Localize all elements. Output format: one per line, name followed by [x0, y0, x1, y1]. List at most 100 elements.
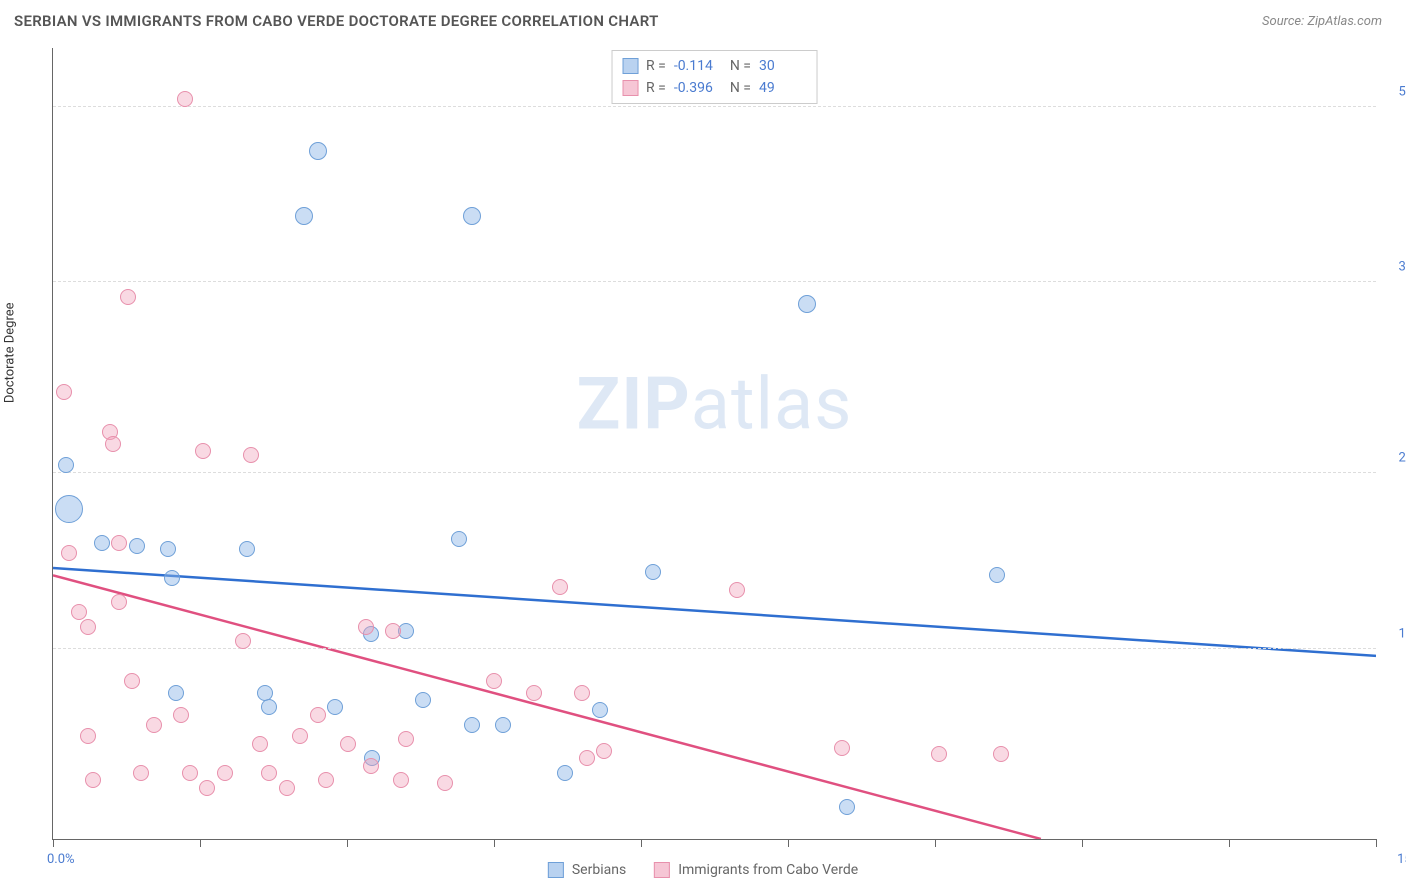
data-point: [729, 582, 745, 598]
data-point: [363, 758, 379, 774]
xtick: [935, 839, 936, 847]
data-point: [415, 692, 431, 708]
data-point: [239, 541, 255, 557]
data-point: [182, 765, 198, 781]
data-point: [61, 545, 77, 561]
data-point: [393, 772, 409, 788]
xtick: [1229, 839, 1230, 847]
correlation-legend: R = -0.114 N = 30 R = -0.396 N = 49: [611, 50, 818, 104]
data-point: [839, 799, 855, 815]
data-point: [358, 619, 374, 635]
legend-item-series1: Serbians: [548, 862, 626, 878]
data-point: [295, 207, 313, 225]
gridline: [53, 106, 1376, 107]
series1-name: Serbians: [572, 862, 626, 878]
chart-source: Source: ZipAtlas.com: [1262, 14, 1382, 29]
chart-title: SERBIAN VS IMMIGRANTS FROM CABO VERDE DO…: [14, 12, 659, 30]
data-point: [160, 541, 176, 557]
data-point: [261, 699, 277, 715]
data-point: [56, 384, 72, 400]
data-point: [55, 495, 83, 523]
data-point: [557, 765, 573, 781]
swatch-icon: [548, 862, 564, 878]
xtick-label-max: 15.0%: [1397, 852, 1406, 867]
watermark-rest: atlas: [691, 361, 853, 446]
gridline: [53, 648, 1376, 649]
r-value-2: -0.396: [674, 77, 722, 99]
data-point: [798, 295, 816, 313]
source-label: Source:: [1262, 14, 1307, 29]
data-point: [199, 780, 215, 796]
data-point: [645, 564, 661, 580]
xtick: [53, 839, 54, 847]
data-point: [310, 707, 326, 723]
swatch-icon: [654, 862, 670, 878]
series2-name: Immigrants from Cabo Verde: [678, 862, 858, 878]
ytick-label: 5.0%: [1398, 84, 1406, 99]
data-point: [120, 289, 136, 305]
legend-row-series1: R = -0.114 N = 30: [622, 55, 807, 77]
chart-plot-area: ZIPatlas R = -0.114 N = 30 R = -0.396 N …: [52, 48, 1376, 840]
xtick: [494, 839, 495, 847]
data-point: [592, 702, 608, 718]
data-point: [105, 436, 121, 452]
r-label-2: R =: [646, 77, 666, 99]
ytick-label: 2.5%: [1398, 450, 1406, 465]
data-point: [437, 775, 453, 791]
data-point: [579, 750, 595, 766]
ytick-label: 3.8%: [1398, 260, 1406, 275]
data-point: [834, 740, 850, 756]
y-axis-label: Doctorate Degree: [3, 302, 18, 403]
data-point: [318, 772, 334, 788]
data-point: [486, 673, 502, 689]
swatch-series2: [622, 80, 638, 96]
xtick: [200, 839, 201, 847]
data-point: [464, 717, 480, 733]
n-label-2: N =: [730, 77, 751, 99]
gridline: [53, 281, 1376, 282]
data-point: [252, 736, 268, 752]
data-point: [217, 765, 233, 781]
r-label-1: R =: [646, 55, 666, 77]
data-point: [173, 707, 189, 723]
xtick: [1082, 839, 1083, 847]
series-legend: Serbians Immigrants from Cabo Verde: [548, 862, 858, 878]
xtick: [1376, 839, 1377, 847]
data-point: [168, 685, 184, 701]
n-value-1: 30: [759, 55, 807, 77]
xtick: [788, 839, 789, 847]
data-point: [495, 717, 511, 733]
source-value: ZipAtlas.com: [1307, 14, 1382, 29]
gridline: [53, 472, 1376, 473]
data-point: [398, 731, 414, 747]
xtick: [347, 839, 348, 847]
r-value-1: -0.114: [674, 55, 722, 77]
data-point: [552, 579, 568, 595]
data-point: [292, 728, 308, 744]
data-point: [146, 717, 162, 733]
data-point: [71, 604, 87, 620]
legend-item-series2: Immigrants from Cabo Verde: [654, 862, 858, 878]
data-point: [164, 570, 180, 586]
data-point: [526, 685, 542, 701]
data-point: [58, 457, 74, 473]
data-point: [574, 685, 590, 701]
data-point: [80, 728, 96, 744]
watermark: ZIPatlas: [577, 361, 853, 446]
data-point: [80, 619, 96, 635]
data-point: [451, 531, 467, 547]
data-point: [993, 746, 1009, 762]
data-point: [989, 567, 1005, 583]
data-point: [235, 633, 251, 649]
data-point: [327, 699, 343, 715]
data-point: [94, 535, 110, 551]
data-point: [129, 538, 145, 554]
data-point: [340, 736, 356, 752]
data-point: [385, 623, 401, 639]
data-point: [261, 765, 277, 781]
data-point: [124, 673, 140, 689]
xtick-label-min: 0.0%: [47, 852, 75, 867]
n-value-2: 49: [759, 77, 807, 99]
data-point: [195, 443, 211, 459]
data-point: [257, 685, 273, 701]
